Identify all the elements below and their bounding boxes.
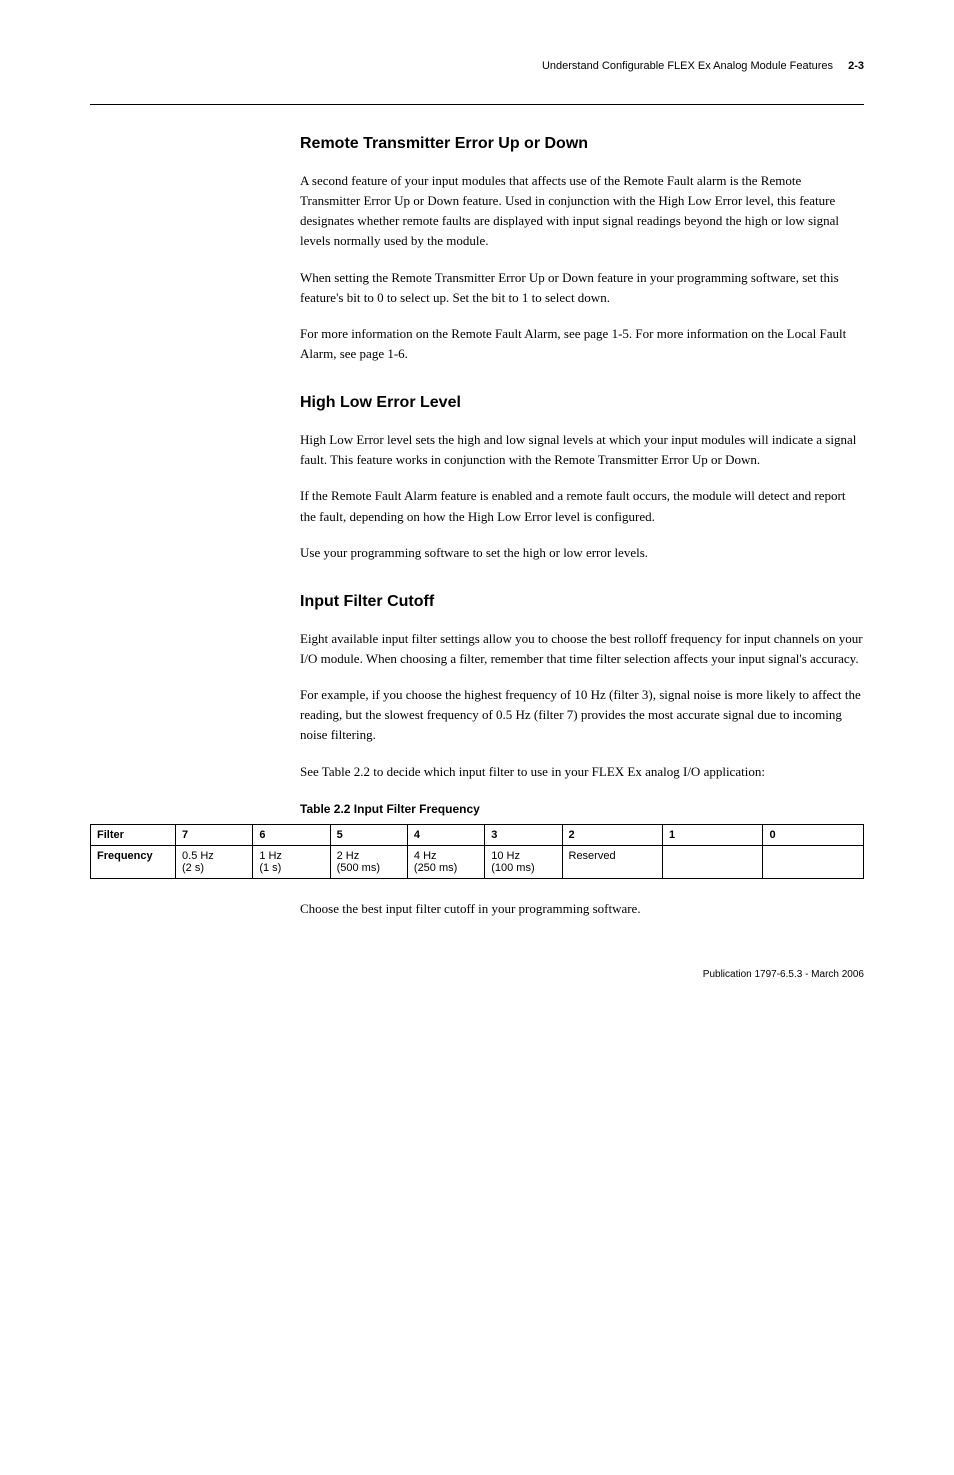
- paragraph: Use your programming software to set the…: [300, 543, 864, 563]
- table-row: Frequency 0.5 Hz (2 s) 1 Hz (1 s) 2 Hz (…: [91, 845, 864, 878]
- paragraph: Choose the best input filter cutoff in y…: [300, 899, 864, 919]
- cell-value: (100 ms): [491, 862, 534, 874]
- table-row: Filter 7 6 5 4 3 2 1 0: [91, 824, 864, 845]
- main-content: Remote Transmitter Error Up or Down A se…: [300, 135, 864, 816]
- col-header: 5: [330, 824, 407, 845]
- table-cell: [662, 845, 762, 878]
- cell-value: 10 Hz: [491, 850, 520, 862]
- cell-value: (1 s): [259, 862, 281, 874]
- col-header: 2: [562, 824, 662, 845]
- page-number: 2-3: [848, 60, 864, 72]
- page: Understand Configurable FLEX Ex Analog M…: [0, 60, 954, 980]
- col-header: 7: [176, 824, 253, 845]
- section-heading-remote-transmitter: Remote Transmitter Error Up or Down: [300, 135, 864, 153]
- col-header: 4: [407, 824, 484, 845]
- table-cell: 1 Hz (1 s): [253, 845, 330, 878]
- paragraph: For more information on the Remote Fault…: [300, 324, 864, 364]
- cell-value: 1 Hz: [259, 850, 282, 862]
- table-container: Filter 7 6 5 4 3 2 1 0 Frequency 0.5 Hz …: [90, 824, 864, 879]
- cell-value: 0.5 Hz: [182, 850, 214, 862]
- cell-value: (500 ms): [337, 862, 380, 874]
- paragraph: High Low Error level sets the high and l…: [300, 430, 864, 470]
- footer: Publication 1797-6.5.3 - March 2006: [90, 969, 864, 980]
- col-header: 6: [253, 824, 330, 845]
- section-heading-high-low-error: High Low Error Level: [300, 394, 864, 412]
- header-text: Understand Configurable FLEX Ex Analog M…: [542, 60, 864, 72]
- table-cell: [763, 845, 864, 878]
- col-header: 3: [485, 824, 562, 845]
- table-cell: 10 Hz (100 ms): [485, 845, 562, 878]
- paragraph: See Table 2.2 to decide which input filt…: [300, 762, 864, 782]
- paragraph: Eight available input filter settings al…: [300, 629, 864, 669]
- row-label: Filter: [91, 824, 176, 845]
- cell-value: 2 Hz: [337, 850, 360, 862]
- running-header: Understand Configurable FLEX Ex Analog M…: [90, 60, 864, 100]
- table-cell: 2 Hz (500 ms): [330, 845, 407, 878]
- table-cell: 0.5 Hz (2 s): [176, 845, 253, 878]
- row-label: Frequency: [91, 845, 176, 878]
- paragraph: A second feature of your input modules t…: [300, 171, 864, 252]
- col-header: 1: [662, 824, 762, 845]
- input-filter-frequency-table: Filter 7 6 5 4 3 2 1 0 Frequency 0.5 Hz …: [90, 824, 864, 879]
- col-header: 0: [763, 824, 864, 845]
- cell-value: (2 s): [182, 862, 204, 874]
- table-cell: Reserved: [562, 845, 662, 878]
- header-rule: [90, 104, 864, 105]
- publication-info: Publication 1797-6.5.3 - March 2006: [703, 969, 864, 980]
- paragraph: When setting the Remote Transmitter Erro…: [300, 268, 864, 308]
- cell-value: (250 ms): [414, 862, 457, 874]
- table-caption: Table 2.2 Input Filter Frequency: [300, 802, 864, 816]
- table-cell: 4 Hz (250 ms): [407, 845, 484, 878]
- cell-value: 4 Hz: [414, 850, 437, 862]
- after-table-content: Choose the best input filter cutoff in y…: [300, 899, 864, 919]
- running-title: Understand Configurable FLEX Ex Analog M…: [542, 60, 833, 72]
- paragraph: For example, if you choose the highest f…: [300, 685, 864, 745]
- section-heading-input-filter: Input Filter Cutoff: [300, 593, 864, 611]
- paragraph: If the Remote Fault Alarm feature is ena…: [300, 486, 864, 526]
